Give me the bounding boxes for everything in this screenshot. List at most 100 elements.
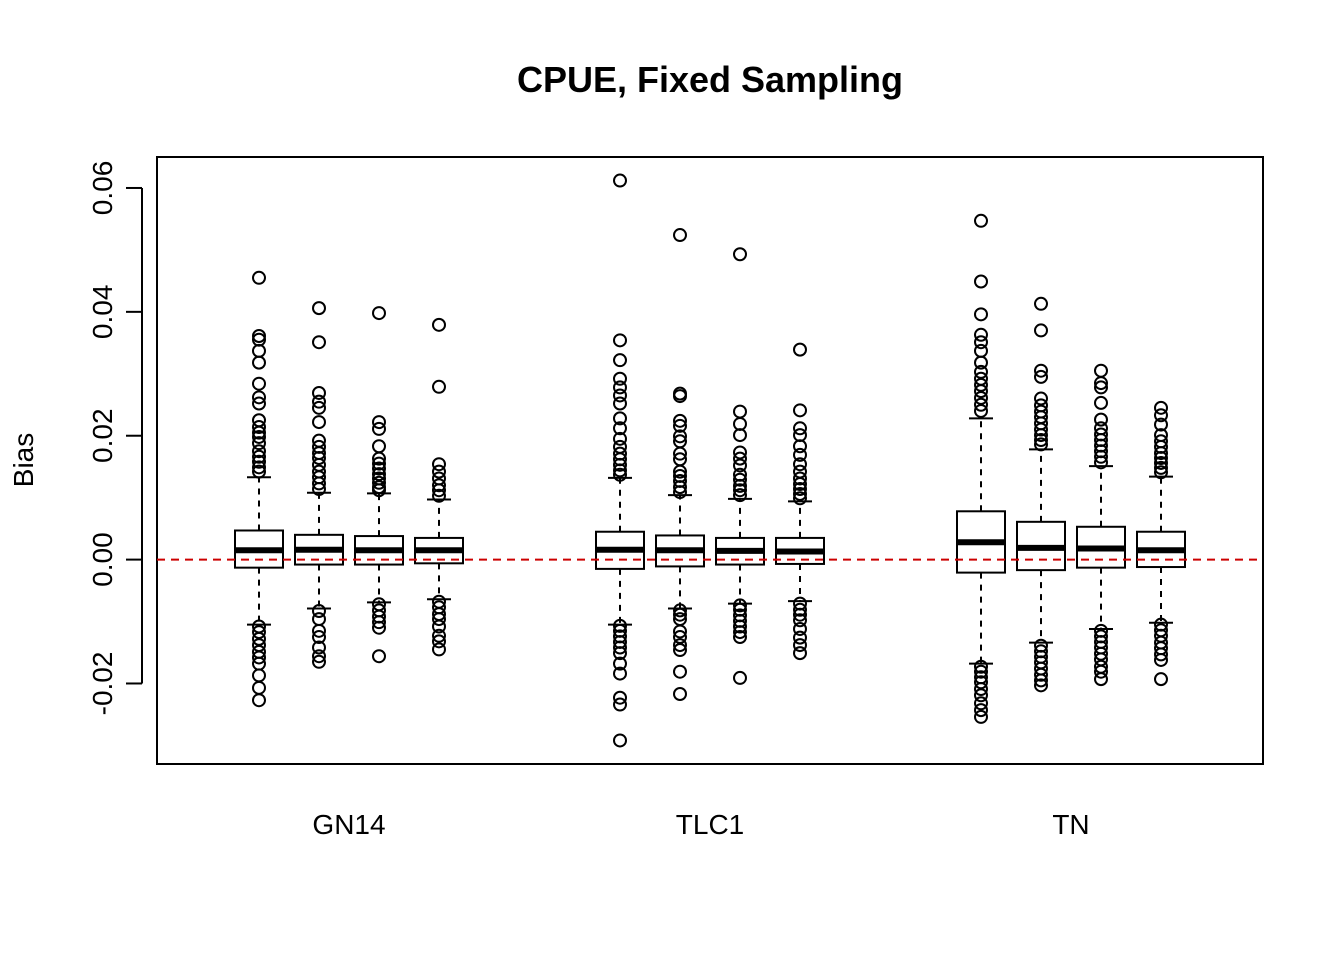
outlier-point [613,618,627,633]
outlier-point [974,682,988,697]
plot-frame [156,156,1264,765]
outlier-point [673,664,687,679]
outlier-point [432,612,446,627]
outlier-point [673,418,687,433]
outlier-point [1154,446,1168,461]
outlier-point [733,445,747,460]
outlier-point [432,634,446,649]
x-category-label: GN14 [312,809,385,840]
y-axis-label: Bias [8,433,39,487]
outlier-point [1094,449,1108,464]
outlier-point [613,396,627,411]
outlier-point [252,420,266,435]
box [414,317,464,657]
outlier-point [974,397,988,412]
outlier-point [432,379,446,394]
outlier-point [252,454,266,469]
outlier-point [974,403,988,418]
box [775,342,825,661]
outlier-point [312,394,326,409]
outlier-point [974,335,988,350]
outlier-point [432,464,446,479]
outlier-point [733,458,747,473]
outlier-point [312,654,326,669]
outlier-point [372,456,386,471]
box [234,270,284,708]
outlier-point [1034,363,1048,378]
outlier-point [372,615,386,630]
outlier-point [613,697,627,712]
outlier-point [1034,422,1048,437]
outlier-point [372,475,386,490]
outlier-point [1034,667,1048,682]
outlier-point [974,664,988,679]
outlier-point [974,213,988,228]
box [294,301,344,669]
outlier-point [613,333,627,348]
outlier-point [613,646,627,661]
chart-title: CPUE, Fixed Sampling [517,59,903,100]
outlier-point [432,642,446,657]
outlier-point [673,429,687,444]
outlier-point [733,488,747,503]
outlier-point [1034,428,1048,443]
outlier-point [733,625,747,640]
outlier-point [252,376,266,391]
outlier-point [1094,664,1108,679]
outlier-point [673,638,687,653]
outlier-point [793,481,807,496]
outlier-point [613,656,627,671]
outlier-point [372,439,386,454]
outlier-point [1034,391,1048,406]
outlier-point [1154,408,1168,423]
outlier-point [733,247,747,262]
outlier-point [312,640,326,655]
outlier-point [613,467,627,482]
outlier-point [613,431,627,446]
outlier-point [733,483,747,498]
outlier-point [673,228,687,243]
y-tick-label: -0.02 [87,652,118,716]
outlier-point [312,630,326,645]
outlier-point [1154,672,1168,687]
outlier-point [372,451,386,466]
outlier-point [733,451,747,466]
outlier-point [312,415,326,430]
outlier-point [733,472,747,487]
outlier-point [733,404,747,419]
box [595,173,645,748]
outlier-point [974,327,988,342]
outlier-point [793,421,807,436]
outlier-point [1154,451,1168,466]
outlier-point [252,436,266,451]
outlier-point [252,429,266,444]
outlier-point [1154,652,1168,667]
outlier-point [432,317,446,332]
outlier-point [1094,363,1108,378]
outlier-point [252,680,266,695]
outlier-point [312,451,326,466]
outlier-point [673,413,687,428]
outlier-point [252,460,266,475]
y-tick-label: 0.06 [87,161,118,216]
outlier-point [1154,400,1168,415]
outlier-point [793,486,807,501]
outlier-point [1094,412,1108,427]
outlier-point [312,301,326,316]
outlier-point [252,390,266,405]
box-group [595,173,825,748]
outlier-point [613,421,627,436]
outlier-point [252,329,266,344]
x-category-label: TLC1 [676,809,744,840]
outlier-point [372,421,386,436]
outlier-point [974,675,988,690]
outlier-point [312,481,326,496]
outlier-point [793,471,807,486]
outlier-point [793,457,807,472]
outlier-point [733,478,747,493]
outlier-point [252,625,266,640]
outlier-point [372,620,386,635]
outlier-point [793,621,807,636]
outlier-point [613,388,627,403]
outlier-point [673,485,687,500]
